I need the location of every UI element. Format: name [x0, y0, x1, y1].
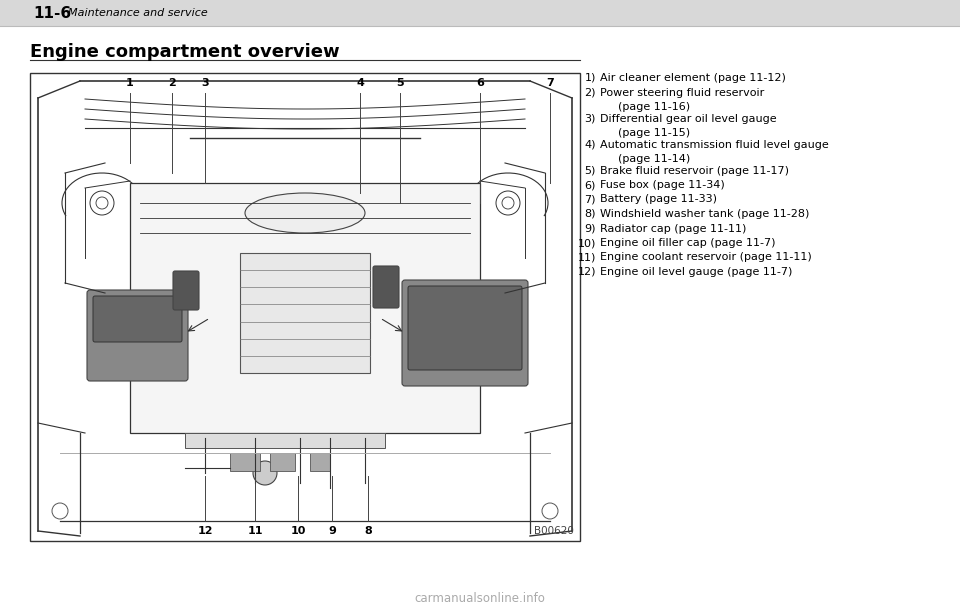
Text: Radiator cap (page 11-11): Radiator cap (page 11-11) [600, 224, 746, 233]
Text: Engine coolant reservoir (page 11-11): Engine coolant reservoir (page 11-11) [600, 252, 812, 263]
Text: 1: 1 [126, 78, 133, 88]
Text: 11): 11) [578, 252, 596, 263]
Text: 10): 10) [578, 238, 596, 248]
Bar [130, 183, 480, 433]
Text: Engine oil filler cap (page 11-7): Engine oil filler cap (page 11-7) [600, 238, 776, 248]
Text: (page 11-16): (page 11-16) [618, 102, 690, 112]
Ellipse shape [245, 193, 365, 233]
Text: 1): 1) [585, 73, 596, 83]
Text: 8): 8) [585, 209, 596, 219]
FancyBboxPatch shape [93, 296, 182, 342]
Bar [270, 453, 295, 471]
Bar [240, 253, 370, 373]
Text: Power steering fluid reservoir: Power steering fluid reservoir [600, 87, 764, 98]
FancyBboxPatch shape [402, 280, 528, 386]
Bar [30, 73, 580, 541]
Text: 2): 2) [585, 87, 596, 98]
Text: Brake fluid reservoir (page 11-17): Brake fluid reservoir (page 11-17) [600, 166, 789, 175]
Text: 4): 4) [585, 139, 596, 150]
Text: 7: 7 [546, 78, 554, 88]
Text: Air cleaner element (page 11-12): Air cleaner element (page 11-12) [600, 73, 786, 83]
Text: carmanualsonline.info: carmanualsonline.info [415, 591, 545, 604]
Text: Differential gear oil level gauge: Differential gear oil level gauge [600, 114, 777, 123]
Text: Automatic transmission fluid level gauge: Automatic transmission fluid level gauge [600, 139, 828, 150]
FancyBboxPatch shape [87, 290, 188, 381]
Bar [0, 0, 960, 26]
Bar [185, 433, 385, 448]
FancyBboxPatch shape [373, 266, 399, 308]
Text: Maintenance and service: Maintenance and service [68, 8, 207, 18]
Text: 10: 10 [290, 526, 305, 536]
Text: Battery (page 11-33): Battery (page 11-33) [600, 194, 717, 205]
Text: 12): 12) [578, 267, 596, 277]
Text: Engine compartment overview: Engine compartment overview [30, 43, 340, 61]
Text: 3): 3) [585, 114, 596, 123]
Text: (page 11-15): (page 11-15) [618, 128, 690, 138]
Text: 12: 12 [197, 526, 213, 536]
Bar [310, 453, 330, 471]
Text: 3: 3 [202, 78, 209, 88]
Circle shape [253, 461, 277, 485]
Text: 6: 6 [476, 78, 484, 88]
Text: 9: 9 [328, 526, 336, 536]
Text: 8: 8 [364, 526, 372, 536]
Text: 6): 6) [585, 180, 596, 190]
Text: Windshield washer tank (page 11-28): Windshield washer tank (page 11-28) [600, 209, 809, 219]
Text: Engine oil level gauge (page 11-7): Engine oil level gauge (page 11-7) [600, 267, 792, 277]
Text: B00620: B00620 [534, 526, 574, 536]
Text: 9): 9) [585, 224, 596, 233]
Bar [230, 453, 260, 471]
FancyBboxPatch shape [173, 271, 199, 310]
Text: 7): 7) [585, 194, 596, 205]
Text: 2: 2 [168, 78, 176, 88]
FancyBboxPatch shape [408, 286, 522, 370]
Text: 11: 11 [248, 526, 263, 536]
Text: 4: 4 [356, 78, 364, 88]
Text: 11-6: 11-6 [33, 5, 71, 21]
Text: 5): 5) [585, 166, 596, 175]
Text: Fuse box (page 11-34): Fuse box (page 11-34) [600, 180, 725, 190]
Text: (page 11-14): (page 11-14) [618, 154, 690, 164]
Text: 5: 5 [396, 78, 404, 88]
